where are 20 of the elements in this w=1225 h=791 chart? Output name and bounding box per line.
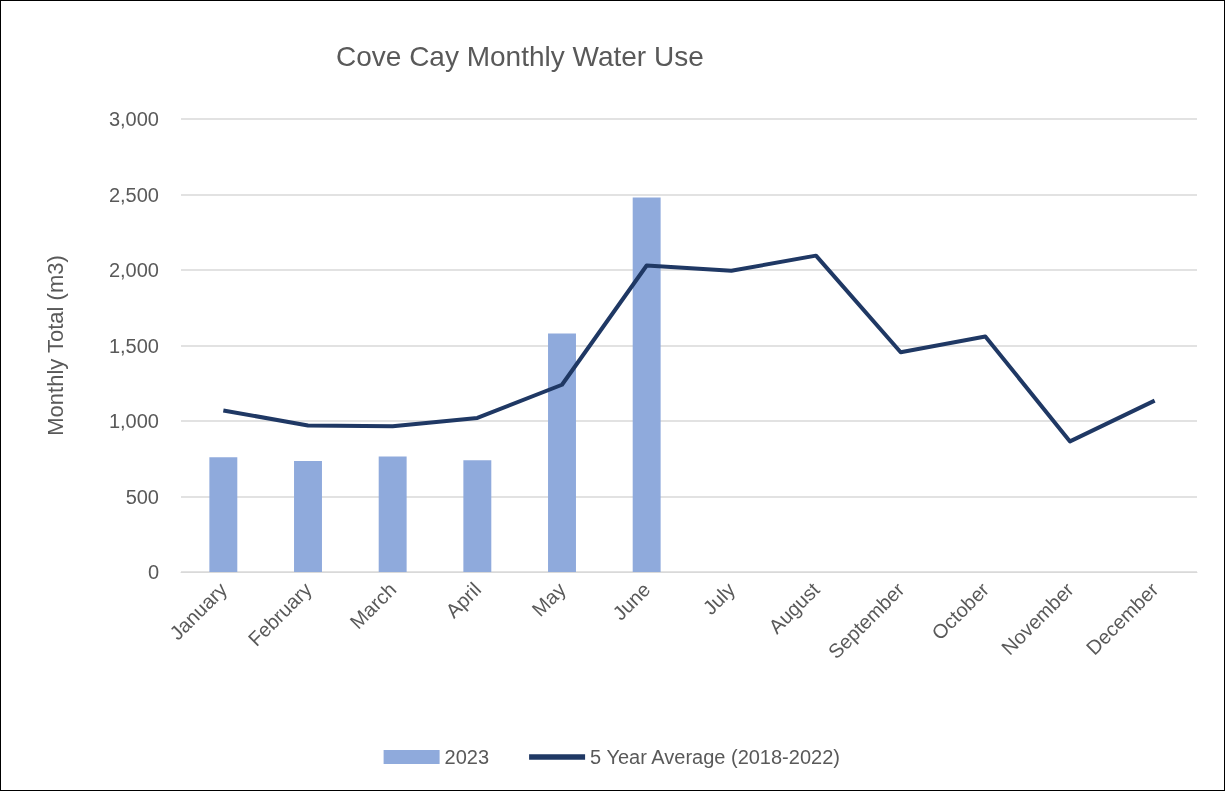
y-tick-label: 3,000 (108, 108, 159, 130)
legend-label: 5 Year Average (2018-2022) (590, 746, 840, 768)
y-tick-label: 2,500 (108, 183, 159, 206)
y-tick-label: 1,500 (108, 334, 159, 357)
y-tick-label: 1,000 (108, 410, 159, 432)
bar (463, 460, 492, 572)
y-tick-label: 500 (125, 485, 159, 508)
x-tick-label: July (698, 578, 740, 619)
bar (548, 333, 576, 572)
bar (209, 457, 238, 572)
chart-title: Cove Cay Monthly Water Use (336, 40, 704, 72)
y-tick-label: 0 (147, 561, 159, 583)
bar (632, 197, 661, 572)
y-tick-label: 2,000 (108, 259, 159, 281)
bar (294, 461, 322, 572)
x-tick-label: May (527, 578, 570, 621)
line-series (221, 253, 1157, 444)
bar (378, 456, 407, 572)
y-axis-title: Monthly Total (m3) (42, 255, 68, 436)
legend-label: 2023 (444, 746, 490, 768)
